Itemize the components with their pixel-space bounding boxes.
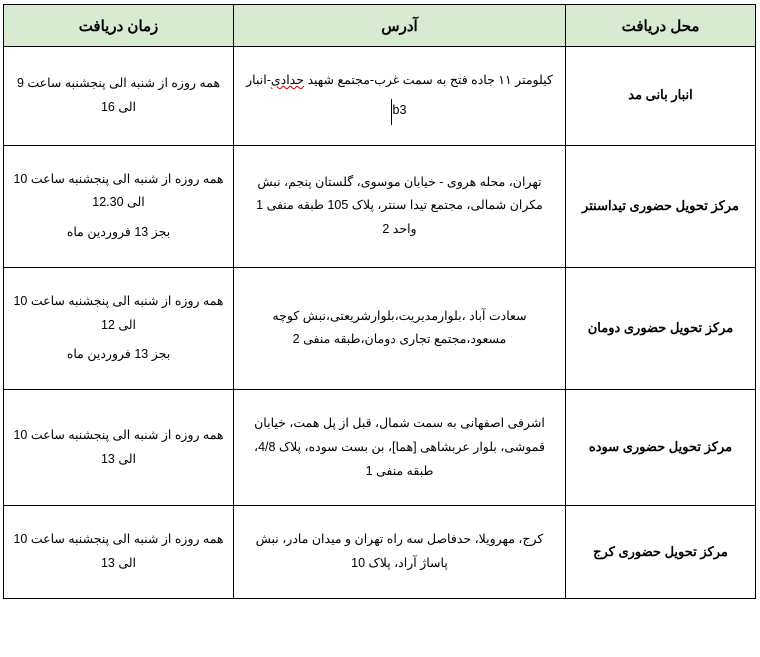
address-text: تهران، محله هروی - خیابان موسوی، گلستان … <box>244 171 555 242</box>
cell-time: همه روزه از شنبه الی پنجشنبه ساعت 10 الی… <box>4 145 234 267</box>
cell-time: همه روزه از شنبه الی پنجشنبه ساعت 10 الی… <box>4 267 234 389</box>
cell-address: سعادت آباد ،بلوارمدیریت،بلوارشریعتی،نبش … <box>234 267 566 389</box>
time-text: همه روزه از شنبه الی پنجشنبه ساعت 10 الی… <box>12 528 225 576</box>
address-text: b3 <box>393 103 407 117</box>
cell-time: همه روزه از شنبه الی پنجشنبه ساعت 10 الی… <box>4 390 234 506</box>
cell-address: تهران، محله هروی - خیابان موسوی، گلستان … <box>234 145 566 267</box>
table-row: انبار بانی مد کیلومتر ۱۱ جاده فتح به سمت… <box>4 47 756 146</box>
cell-location: مرکز تحویل حضوری دومان <box>566 267 756 389</box>
cell-address[interactable]: کیلومتر ۱۱ جاده فتح به سمت غرب-مجتمع شهی… <box>234 47 566 146</box>
spellcheck-word: حدادی <box>271 73 304 87</box>
time-text: بجز 13 فروردین ماه <box>12 221 225 245</box>
time-text: همه روزه از شنبه الی پنجشنبه ساعت 9 الی … <box>12 72 225 120</box>
cell-time: همه روزه از شنبه الی پنجشنبه ساعت 10 الی… <box>4 506 234 599</box>
cell-location: مرکز تحویل حضوری تیداسنتر <box>566 145 756 267</box>
time-text: همه روزه از شنبه الی پنجشنبه ساعت 10 الی… <box>12 168 225 216</box>
pickup-locations-table: محل دریافت آدرس زمان دریافت انبار بانی م… <box>3 4 756 599</box>
header-time: زمان دریافت <box>4 5 234 47</box>
time-text: همه روزه از شنبه الی پنجشنبه ساعت 10 الی… <box>12 290 225 338</box>
header-address: آدرس <box>234 5 566 47</box>
address-text: اشرفی اصفهانی به سمت شمال، قبل از پل همت… <box>244 412 555 483</box>
address-text: کرج، مهرویلا، حدفاصل سه راه تهران و میدا… <box>244 528 555 576</box>
address-text: سعادت آباد ،بلوارمدیریت،بلوارشریعتی،نبش … <box>244 305 555 353</box>
header-location: محل دریافت <box>566 5 756 47</box>
table-row: مرکز تحویل حضوری دومان سعادت آباد ،بلوار… <box>4 267 756 389</box>
address-text: کیلومتر ۱۱ جاده فتح به سمت غرب-مجتمع شهی… <box>304 73 553 87</box>
cell-time: همه روزه از شنبه الی پنجشنبه ساعت 9 الی … <box>4 47 234 146</box>
table-header-row: محل دریافت آدرس زمان دریافت <box>4 5 756 47</box>
table-row: مرکز تحویل حضوری تیداسنتر تهران، محله هر… <box>4 145 756 267</box>
table-row: مرکز تحویل حضوری کرج کرج، مهرویلا، حدفاص… <box>4 506 756 599</box>
cell-location: انبار بانی مد <box>566 47 756 146</box>
cell-address: اشرفی اصفهانی به سمت شمال، قبل از پل همت… <box>234 390 566 506</box>
table-row: مرکز تحویل حضوری سوده اشرفی اصفهانی به س… <box>4 390 756 506</box>
cell-location: مرکز تحویل حضوری کرج <box>566 506 756 599</box>
cell-address: کرج، مهرویلا، حدفاصل سه راه تهران و میدا… <box>234 506 566 599</box>
time-text: بجز 13 فروردین ماه <box>12 343 225 367</box>
text-cursor: b3 <box>393 99 407 123</box>
address-text: -انبار <box>246 73 271 87</box>
time-text: همه روزه از شنبه الی پنجشنبه ساعت 10 الی… <box>12 424 225 472</box>
cell-location: مرکز تحویل حضوری سوده <box>566 390 756 506</box>
